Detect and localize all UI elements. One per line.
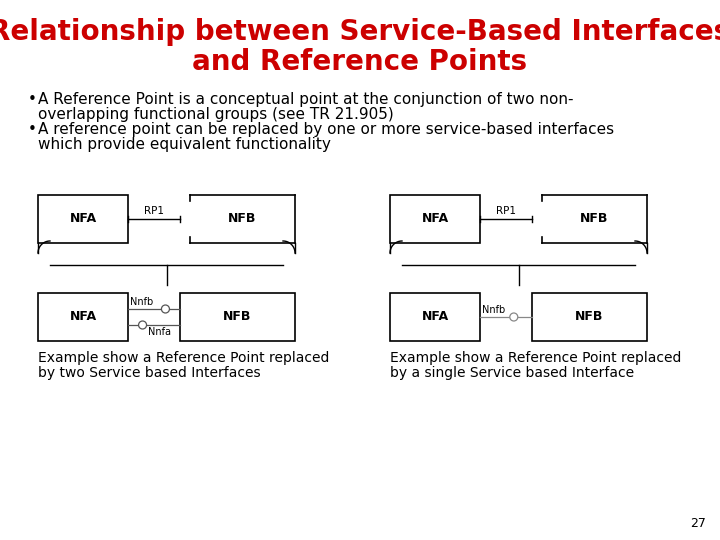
Bar bbox=[180, 293, 295, 341]
Text: RP1: RP1 bbox=[496, 206, 516, 216]
Bar bbox=[532, 293, 647, 341]
Text: NFA: NFA bbox=[421, 213, 449, 226]
Bar bbox=[390, 293, 480, 341]
Text: RP1: RP1 bbox=[144, 206, 164, 216]
Bar bbox=[38, 195, 128, 243]
Text: and Reference Points: and Reference Points bbox=[192, 48, 528, 76]
Text: NFB: NFB bbox=[575, 310, 603, 323]
Text: A reference point can be replaced by one or more service-based interfaces: A reference point can be replaced by one… bbox=[38, 122, 614, 137]
Text: Nnfb: Nnfb bbox=[482, 305, 505, 315]
Circle shape bbox=[138, 321, 147, 329]
Bar bbox=[390, 195, 480, 243]
Text: •: • bbox=[28, 122, 37, 137]
Text: NFB: NFB bbox=[228, 213, 257, 226]
Text: •: • bbox=[28, 92, 37, 107]
Text: NFA: NFA bbox=[421, 310, 449, 323]
Text: overlapping functional groups (see TR 21.905): overlapping functional groups (see TR 21… bbox=[38, 107, 394, 122]
Text: by two Service based Interfaces: by two Service based Interfaces bbox=[38, 366, 261, 380]
Text: A Reference Point is a conceptual point at the conjunction of two non-: A Reference Point is a conceptual point … bbox=[38, 92, 574, 107]
Text: Example show a Reference Point replaced: Example show a Reference Point replaced bbox=[38, 351, 329, 365]
Text: NFB: NFB bbox=[580, 213, 608, 226]
Text: 27: 27 bbox=[690, 517, 706, 530]
Text: Relationship between Service-Based Interfaces: Relationship between Service-Based Inter… bbox=[0, 18, 720, 46]
Text: NFA: NFA bbox=[69, 213, 96, 226]
Text: Nnfb: Nnfb bbox=[130, 297, 153, 307]
Text: Example show a Reference Point replaced: Example show a Reference Point replaced bbox=[390, 351, 681, 365]
Text: NFB: NFB bbox=[223, 310, 252, 323]
Text: which provide equivalent functionality: which provide equivalent functionality bbox=[38, 137, 331, 152]
Text: NFA: NFA bbox=[69, 310, 96, 323]
Bar bbox=[38, 293, 128, 341]
Circle shape bbox=[161, 305, 169, 313]
Circle shape bbox=[510, 313, 518, 321]
Text: Nnfa: Nnfa bbox=[148, 327, 171, 337]
Text: by a single Service based Interface: by a single Service based Interface bbox=[390, 366, 634, 380]
